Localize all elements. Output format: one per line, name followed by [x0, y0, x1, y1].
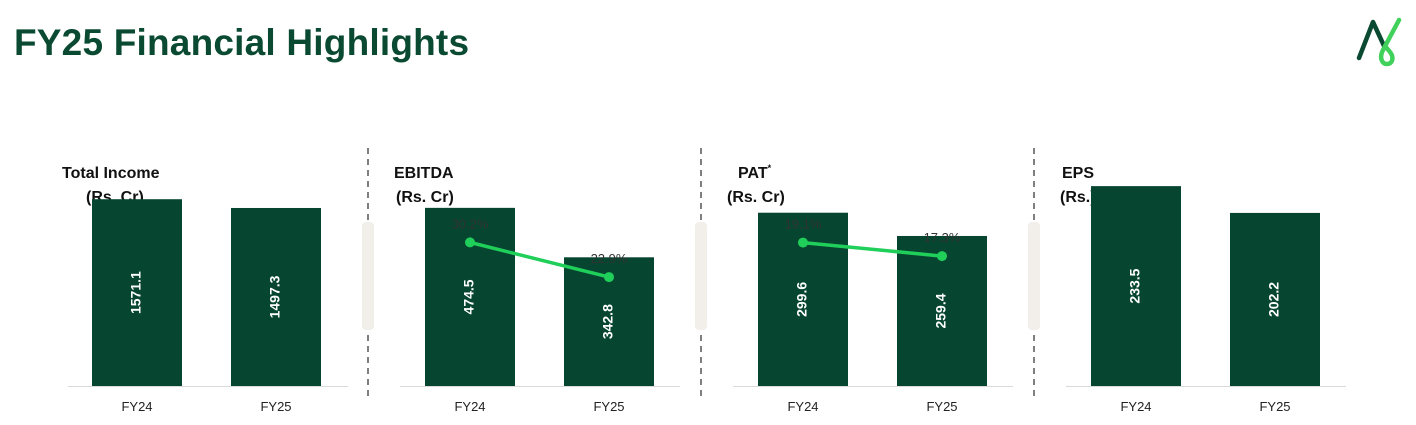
- ebitda-margin-point: [465, 237, 475, 248]
- scroll-tab: [362, 222, 374, 330]
- pat-margin-point: [937, 251, 947, 262]
- eps-x-tick-label: FY25: [1259, 399, 1290, 414]
- pat-title-superscript: *: [768, 163, 772, 173]
- eps-x-tick-label: FY24: [1120, 399, 1151, 414]
- total-income-x-tick-label: FY25: [260, 399, 291, 414]
- pat-margin-label: 19.1%: [785, 217, 822, 232]
- total-income-chart-title: Total Income: [62, 165, 160, 182]
- scroll-tab: [695, 222, 707, 330]
- pat-chart-title: PAT*: [738, 163, 772, 182]
- ebitda-margin-label: 22.9%: [591, 251, 628, 266]
- pat-chart-subtitle: (Rs. Cr): [727, 189, 785, 206]
- eps-bar-value-label: 202.2: [1266, 282, 1282, 317]
- ebitda-x-tick-label: FY25: [593, 399, 624, 414]
- eps-chart-title: EPS: [1062, 165, 1094, 182]
- total-income-bar: [231, 207, 321, 386]
- ebitda-chart-title: EBITDA: [394, 165, 454, 182]
- total-income-bar-value-label: 1571.1: [128, 271, 144, 314]
- pat-margin-point: [798, 237, 808, 248]
- pat-bar-value-label: 299.6: [794, 282, 810, 317]
- eps-bar: [1091, 186, 1181, 386]
- eps-chart-subtitle: (Rs.): [1060, 189, 1096, 206]
- logo-dark-stroke: [1356, 19, 1388, 61]
- page-title: FY25 Financial Highlights: [14, 22, 470, 63]
- ebitda-margin-label: 30.2%: [452, 216, 489, 231]
- total-income-bar-value-label: 1497.3: [267, 275, 283, 318]
- pat-x-tick-label: FY25: [926, 399, 957, 414]
- scroll-tab: [1028, 222, 1040, 330]
- eps-bar: [1230, 212, 1320, 386]
- ebitda-bar-value-label: 342.8: [600, 304, 616, 339]
- company-logo-icon: [1356, 17, 1402, 67]
- ebitda-chart-subtitle: (Rs. Cr): [396, 189, 454, 206]
- eps-bar-value-label: 233.5: [1127, 268, 1143, 303]
- total-income-bar: [92, 199, 182, 386]
- total-income-x-tick-label: FY24: [121, 399, 152, 414]
- ebitda-bar-value-label: 474.5: [461, 279, 477, 314]
- pat-x-tick-label: FY24: [787, 399, 818, 414]
- ebitda-margin-point: [604, 272, 614, 283]
- pat-bar-value-label: 259.4: [933, 293, 949, 328]
- pat-margin-line: [801, 240, 944, 258]
- ebitda-margin-line: [468, 240, 611, 279]
- pat-margin-label: 17.3%: [924, 230, 961, 245]
- ebitda-x-tick-label: FY24: [454, 399, 485, 414]
- logo-light-stroke: [1378, 17, 1402, 67]
